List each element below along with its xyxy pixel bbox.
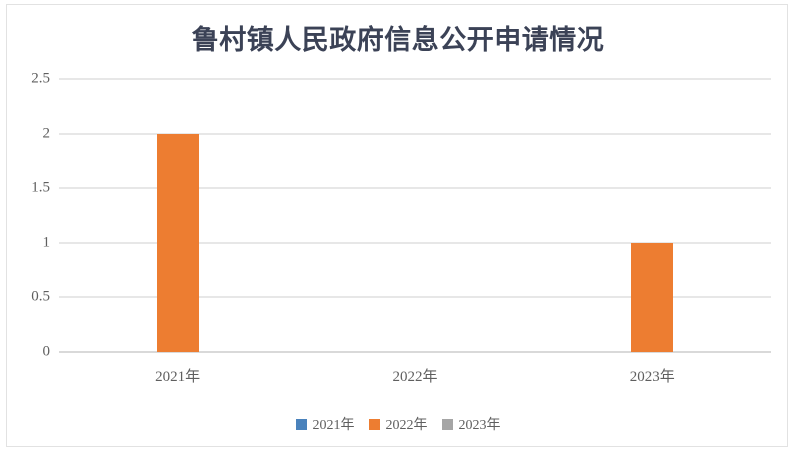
chart-container: 鲁村镇人民政府信息公开申请情况 0 0.5 1 1.5 2 2.5 2021年 2022年 2…: [6, 4, 788, 447]
legend-swatch-icon: [295, 418, 307, 430]
legend-swatch-icon: [441, 418, 453, 430]
legend-item[interactable]: 2023年: [441, 414, 501, 434]
chart-legend: 2021年 2022年 2023年: [7, 414, 789, 434]
x-axis-tick-label: 2021年: [155, 369, 201, 385]
bar[interactable]: [156, 133, 199, 352]
y-axis-tick-label: 0: [42, 343, 51, 360]
bar[interactable]: [631, 242, 674, 352]
y-axis-tick-label: 2: [42, 125, 51, 142]
legend-item[interactable]: 2021年: [295, 414, 355, 434]
bar-category-slot: 2021年: [59, 79, 296, 385]
legend-swatch-icon: [368, 418, 380, 430]
y-axis-tick-label: 1: [42, 234, 51, 251]
y-axis-tick-label: 0.5: [31, 288, 50, 305]
y-axis-tick-label: 2.5: [31, 70, 50, 87]
plot-area: 0 0.5 1 1.5 2 2.5 2021年 2022年 2023年: [31, 71, 771, 385]
gridline: [59, 132, 771, 135]
legend-item-label: 2021年: [312, 418, 355, 433]
gridline: [59, 241, 771, 244]
x-axis-tick-label: 2023年: [629, 369, 675, 385]
gridline: [59, 187, 771, 190]
y-axis-tick-label: 1.5: [31, 179, 50, 196]
legend-item[interactable]: 2022年: [368, 414, 428, 434]
bar-category-slot: 2022年: [296, 79, 533, 385]
legend-item-label: 2022年: [385, 418, 428, 433]
gridline: [59, 296, 771, 299]
gridline: [59, 78, 771, 80]
legend-item-label: 2023年: [458, 418, 501, 433]
x-axis-tick-label: 2022年: [392, 369, 438, 385]
x-axis-line: [59, 351, 771, 353]
chart-title: 鲁村镇人民政府信息公开申请情况: [191, 25, 605, 55]
bar-category-slot: 2023年: [534, 79, 771, 385]
